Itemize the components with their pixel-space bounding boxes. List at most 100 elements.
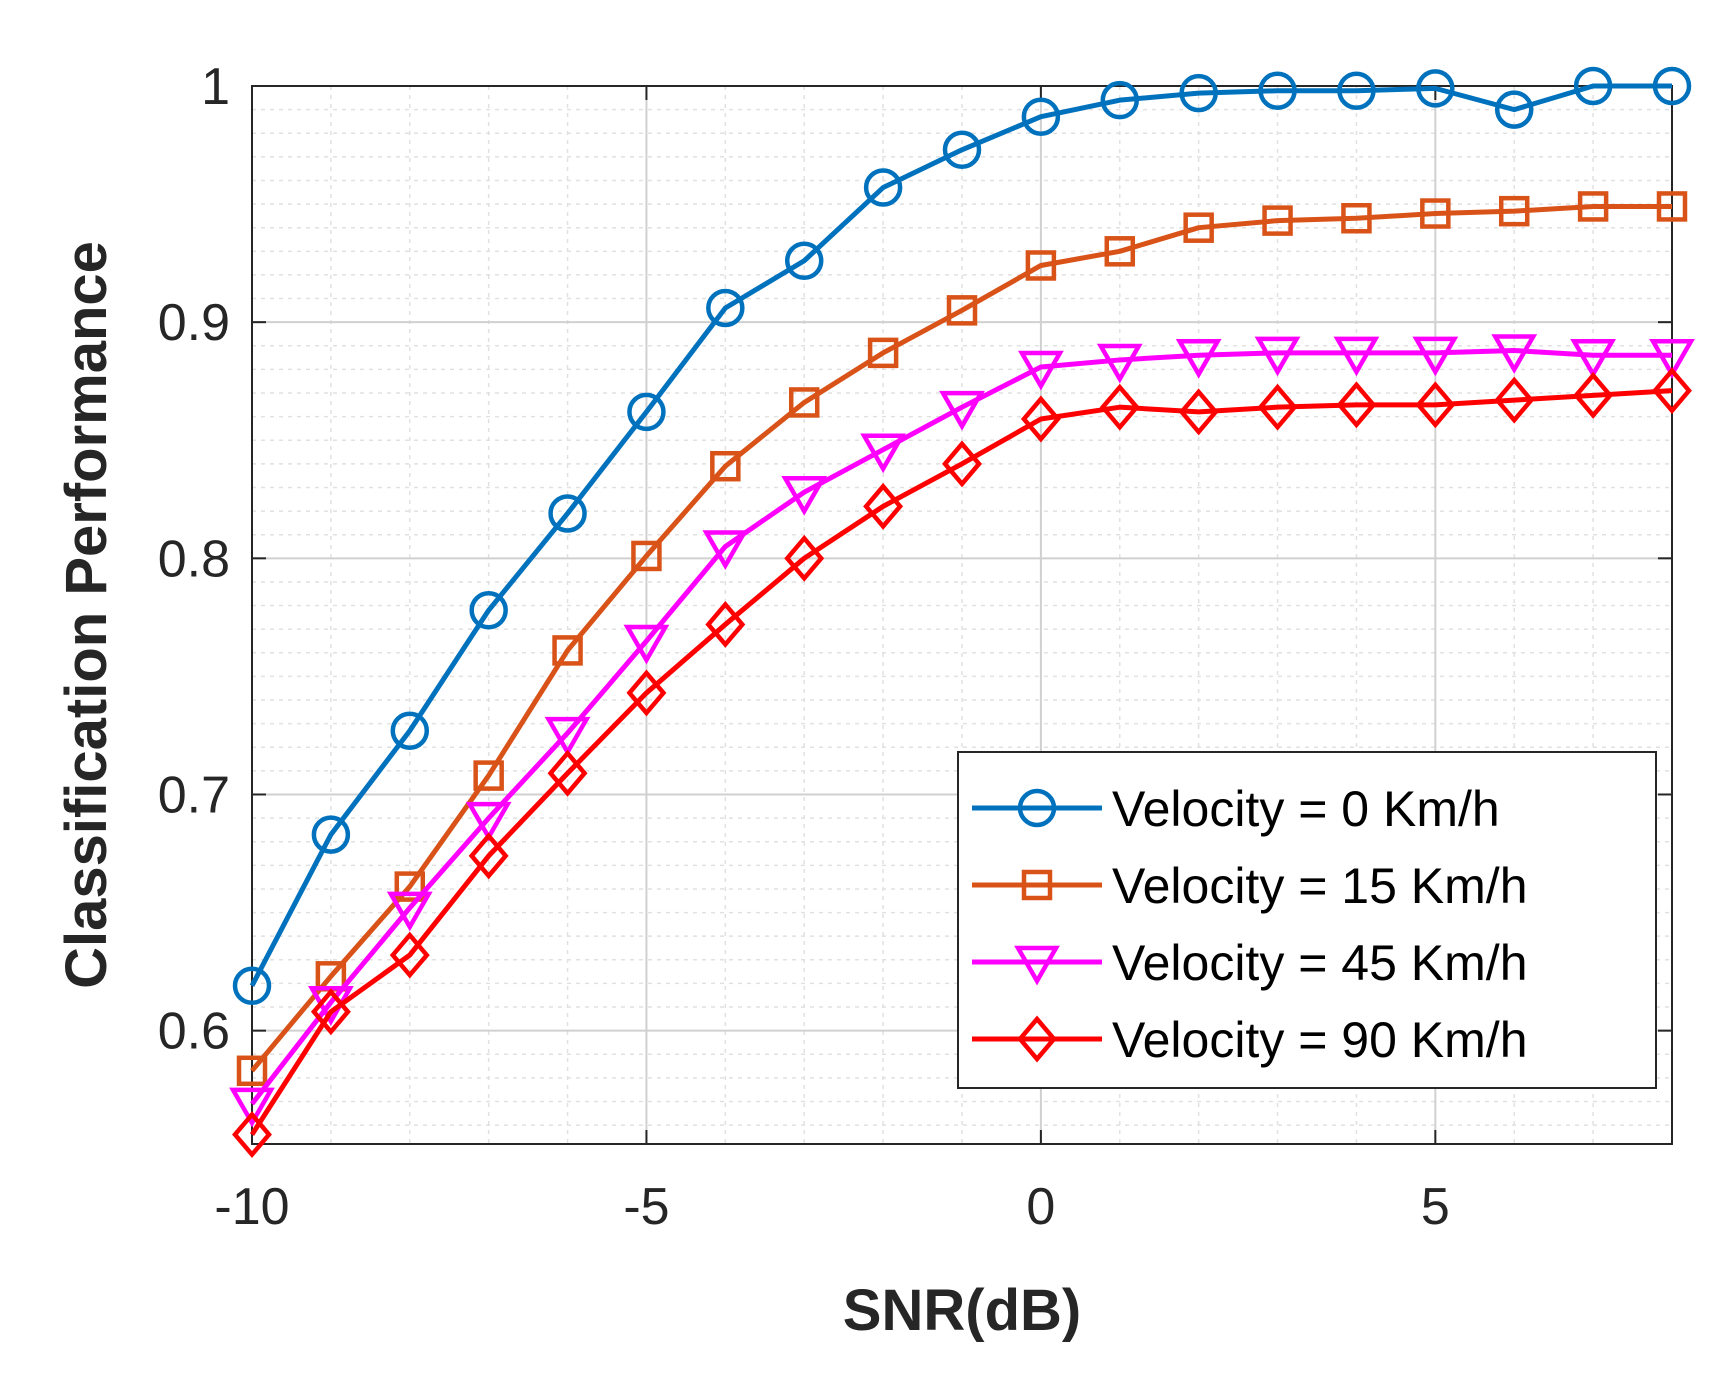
series-2 bbox=[229, 334, 1695, 1128]
data-point bbox=[473, 760, 504, 791]
data-point bbox=[1577, 191, 1609, 222]
series-1 bbox=[236, 191, 1688, 1087]
data-point bbox=[942, 440, 982, 488]
data-point bbox=[863, 482, 904, 530]
data-point bbox=[1017, 350, 1064, 391]
data-point bbox=[390, 711, 430, 750]
data-point bbox=[1021, 97, 1061, 136]
data-point bbox=[781, 475, 828, 516]
data-point bbox=[1573, 66, 1613, 106]
data-point bbox=[623, 624, 670, 665]
data-point bbox=[942, 130, 982, 170]
data-point bbox=[232, 1111, 272, 1159]
data-point bbox=[1416, 69, 1455, 108]
data-point bbox=[1494, 90, 1534, 129]
data-point bbox=[710, 450, 741, 482]
data-point bbox=[627, 392, 666, 432]
data-point bbox=[867, 337, 899, 369]
data-point bbox=[1412, 336, 1459, 377]
data-point bbox=[1254, 336, 1301, 377]
data-point bbox=[1020, 395, 1061, 443]
data-point bbox=[465, 801, 512, 842]
data-point bbox=[1333, 336, 1380, 377]
data-point bbox=[1652, 367, 1692, 415]
data-point bbox=[1099, 383, 1140, 431]
data-point bbox=[311, 815, 351, 854]
legend-label: Velocity = 45 Km/h bbox=[1112, 935, 1528, 991]
x-tick-label: -5 bbox=[623, 1178, 669, 1236]
data-point bbox=[229, 1087, 275, 1128]
data-point bbox=[1570, 338, 1617, 379]
data-point bbox=[702, 530, 749, 571]
data-point bbox=[1336, 381, 1377, 429]
x-axis-title: SNR(dB) bbox=[843, 1278, 1081, 1343]
y-tick-label: 1 bbox=[201, 58, 230, 116]
legend-marker bbox=[1021, 869, 1053, 901]
data-point bbox=[394, 871, 426, 902]
data-point bbox=[1179, 73, 1218, 113]
data-point bbox=[1178, 388, 1219, 436]
data-point bbox=[1096, 343, 1143, 384]
data-point bbox=[544, 716, 591, 757]
data-point bbox=[552, 635, 583, 666]
axis-ticks: -10 -5 0 5 0.6 0.7 0.8 0.9 1 bbox=[158, 58, 1672, 1236]
data-point bbox=[389, 931, 430, 979]
minor-grid bbox=[252, 86, 1672, 1144]
data-point bbox=[860, 433, 907, 474]
data-point bbox=[1656, 191, 1688, 222]
data-point bbox=[1649, 338, 1695, 379]
data-point bbox=[469, 591, 508, 630]
legend-label: Velocity = 90 Km/h bbox=[1112, 1012, 1528, 1068]
data-point bbox=[939, 390, 985, 431]
series-0 bbox=[232, 66, 1692, 1006]
data-point bbox=[863, 168, 903, 207]
series-3 bbox=[232, 367, 1692, 1159]
legend-marker bbox=[1014, 945, 1060, 986]
data-point bbox=[1652, 66, 1692, 106]
series-line bbox=[249, 388, 1673, 1136]
data-point bbox=[1104, 236, 1136, 267]
data-point bbox=[468, 832, 509, 880]
data-point bbox=[1183, 212, 1214, 243]
data-point bbox=[1257, 383, 1298, 431]
data-point bbox=[1498, 195, 1530, 227]
data-point bbox=[705, 600, 746, 648]
legend-label: Velocity = 15 Km/h bbox=[1112, 858, 1528, 914]
x-tick-label: 5 bbox=[1421, 1178, 1450, 1236]
legend: Velocity = 0 Km/h Velocity = 15 Km/h Veloc… bbox=[957, 751, 1657, 1089]
data-point bbox=[1175, 338, 1222, 379]
data-point bbox=[1337, 71, 1376, 110]
data-point bbox=[1420, 198, 1451, 229]
data-point bbox=[1341, 203, 1372, 234]
data-point bbox=[386, 891, 433, 932]
y-tick-label: 0.6 bbox=[158, 1003, 230, 1061]
series-line bbox=[250, 348, 1672, 1106]
data-point bbox=[784, 241, 824, 281]
data-point bbox=[310, 988, 351, 1036]
y-tick-label: 0.7 bbox=[158, 766, 230, 824]
data-point bbox=[788, 387, 820, 418]
y-axis-title: Classification Performance bbox=[54, 241, 119, 989]
y-tick-label: 0.9 bbox=[158, 294, 230, 352]
legend-marker bbox=[1017, 788, 1057, 828]
x-tick-label: -10 bbox=[214, 1178, 289, 1236]
data-point bbox=[1258, 71, 1297, 110]
data-point bbox=[548, 494, 587, 533]
data-point bbox=[784, 534, 825, 582]
data-point bbox=[1262, 205, 1293, 236]
data-point bbox=[631, 540, 662, 572]
data-point bbox=[946, 295, 978, 326]
data-point bbox=[626, 669, 667, 717]
plot-frame bbox=[251, 85, 1673, 1145]
data-point bbox=[236, 1055, 268, 1087]
data-point bbox=[1494, 376, 1535, 424]
data-point bbox=[232, 966, 272, 1006]
data-point bbox=[706, 288, 745, 328]
legend-label: Velocity = 0 Km/h bbox=[1112, 781, 1500, 837]
data-point bbox=[1100, 80, 1140, 120]
data-point bbox=[1491, 334, 1538, 375]
series-line bbox=[249, 83, 1672, 987]
data-point bbox=[1573, 371, 1614, 419]
data-point bbox=[547, 749, 588, 797]
